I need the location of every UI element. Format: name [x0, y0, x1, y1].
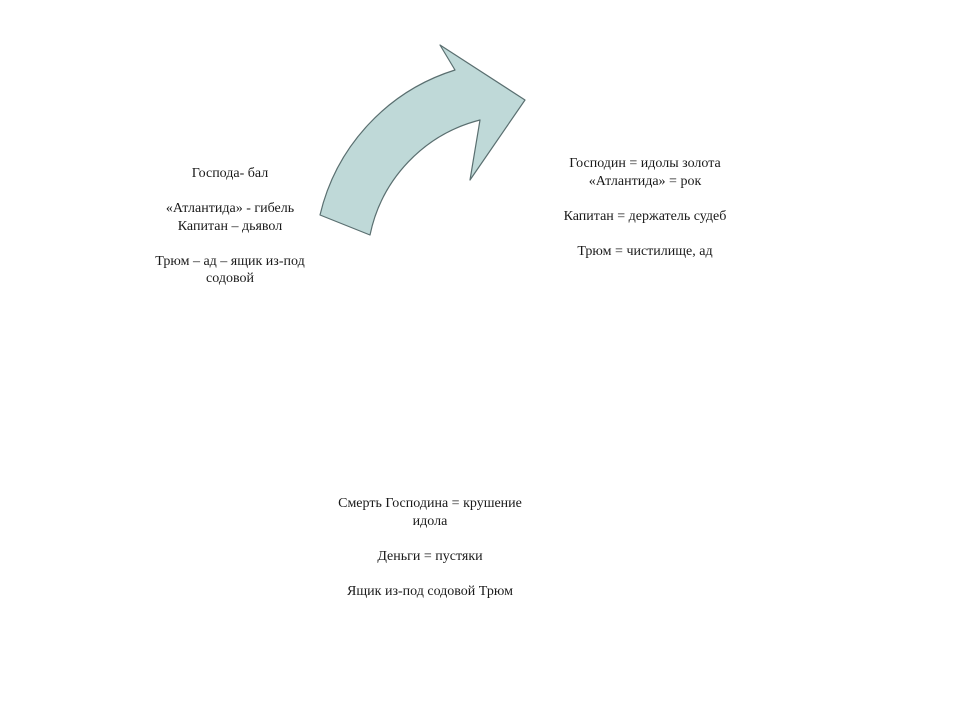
cycle-diagram: Господин = идолы золота «Атлантида» = ро…: [0, 0, 960, 720]
arrows-layer: [0, 0, 960, 720]
block-left: Господа- бал «Атлантида» - гибель Капита…: [130, 165, 330, 288]
block-right: Господин = идолы золота «Атлантида» = ро…: [545, 155, 745, 260]
arrow-top: [320, 45, 525, 235]
block-bottom: Смерть Господина = крушение идола Деньги…: [320, 495, 540, 600]
